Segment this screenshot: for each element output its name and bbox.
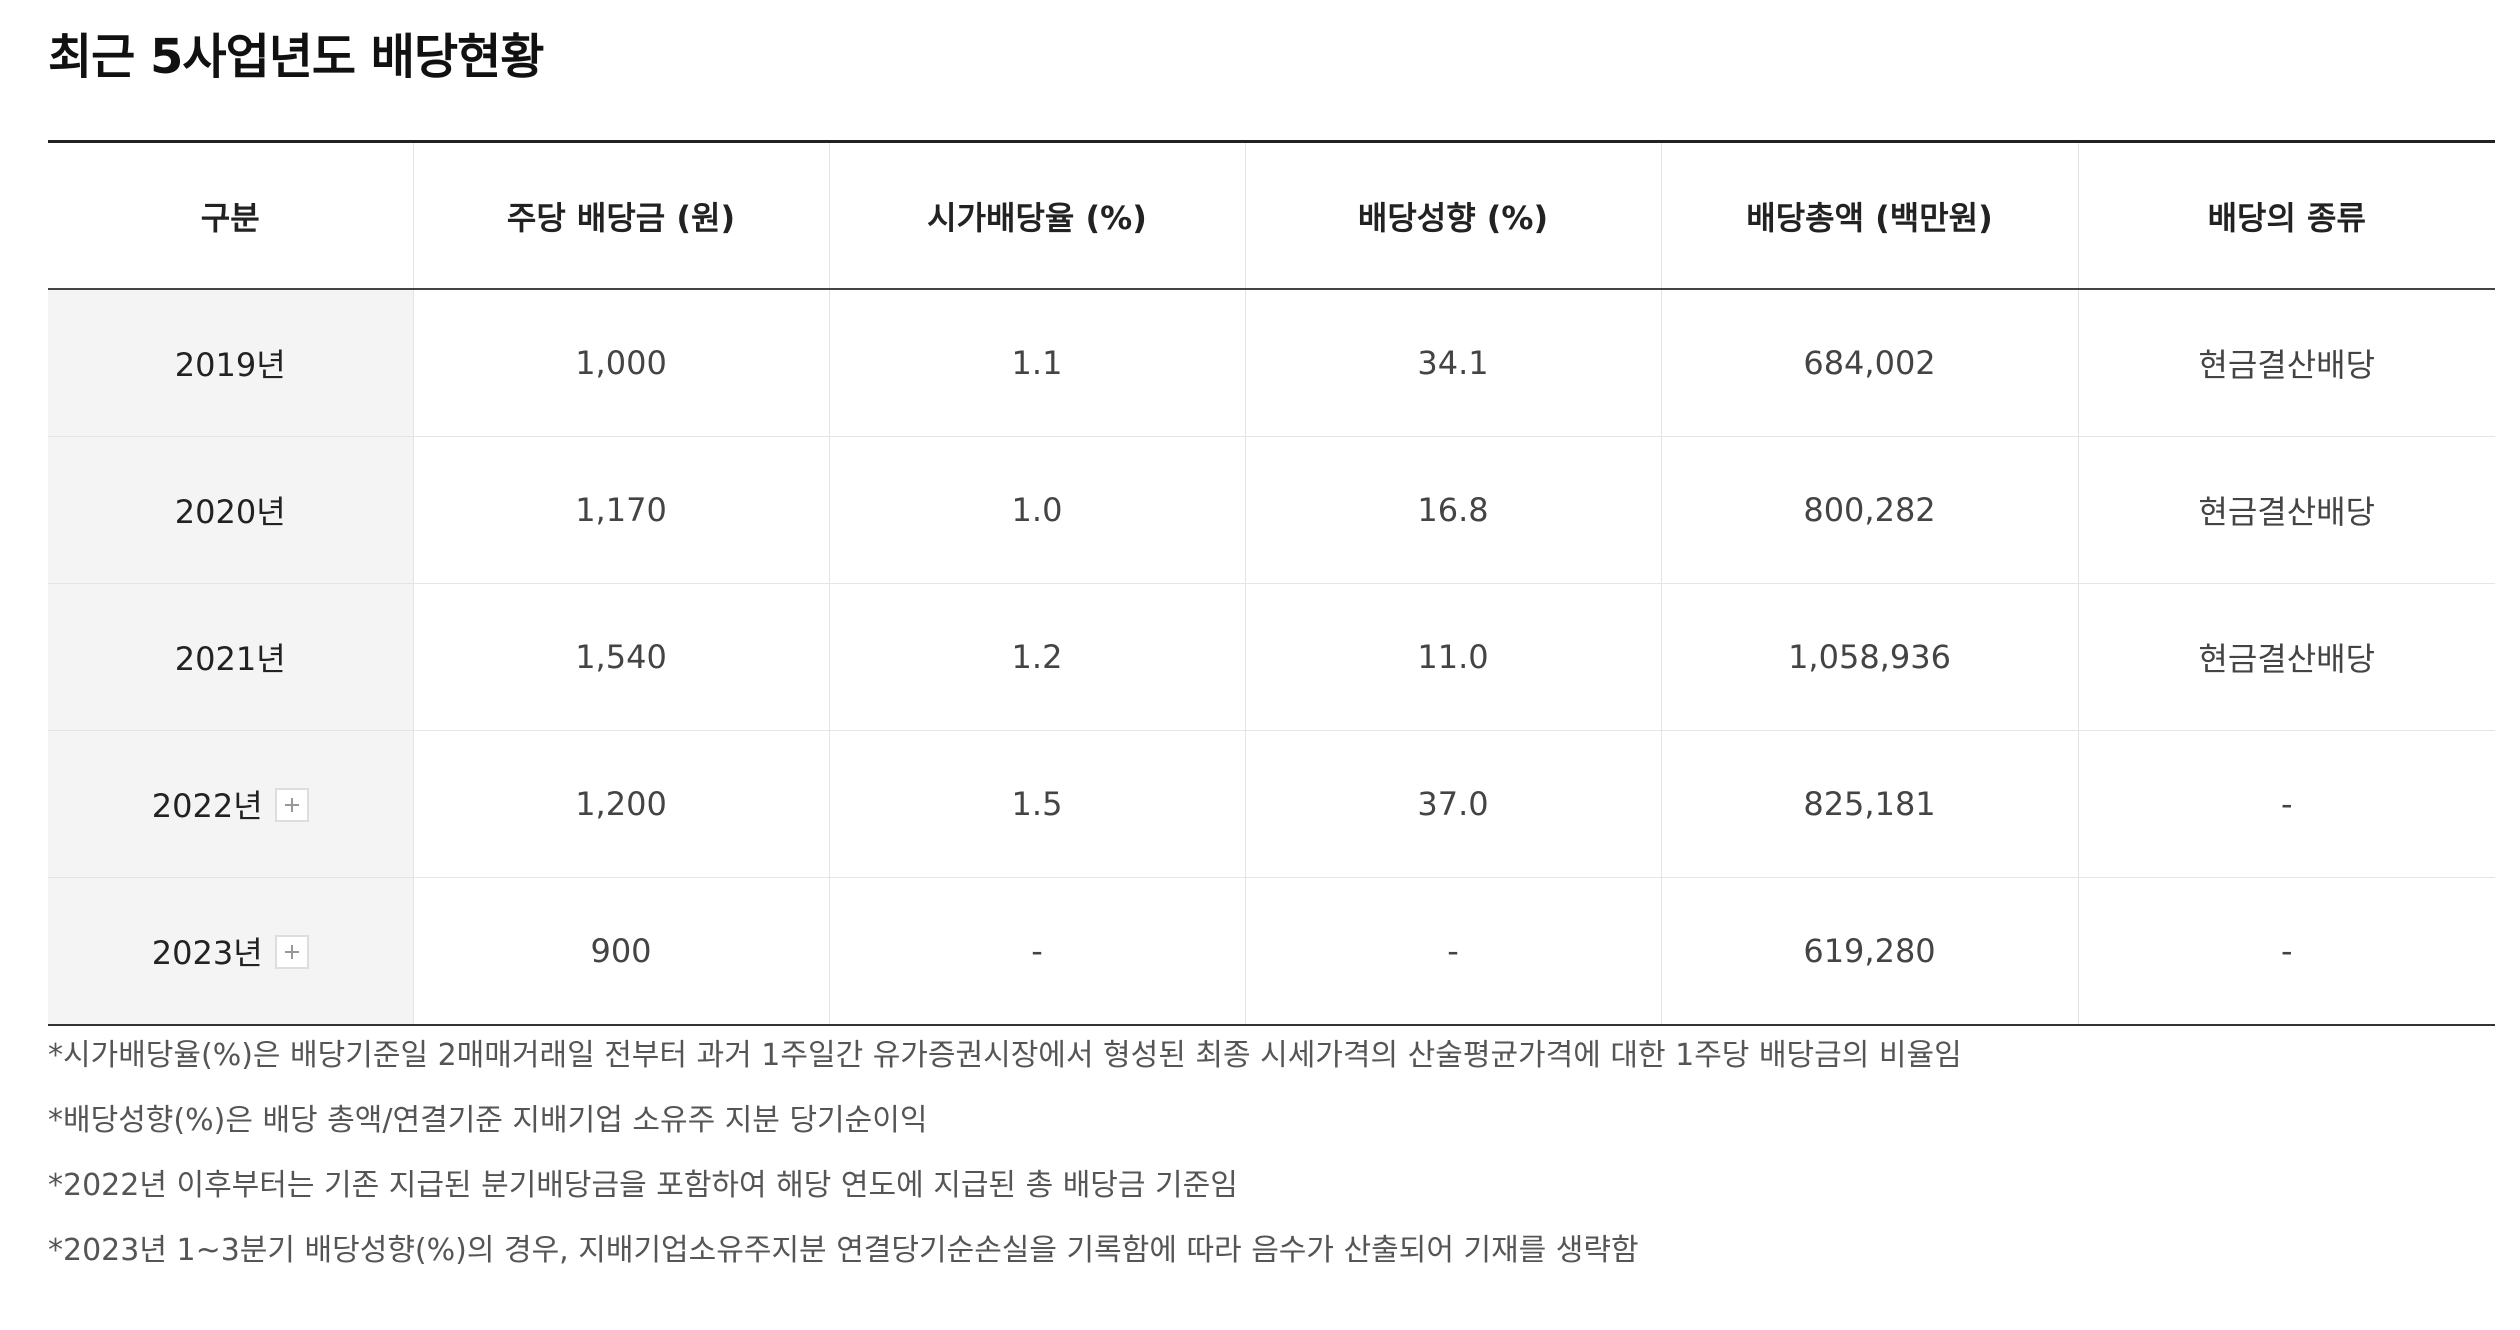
- header-dividend-type: 배당의 종류: [2077, 141, 2495, 290]
- cell-payout-ratio: 11.0: [1244, 583, 1661, 731]
- header-category: 구분: [48, 141, 413, 290]
- cell-payout-ratio: 34.1: [1244, 289, 1661, 437]
- cell-dividend-type: 현금결산배당: [2077, 436, 2495, 584]
- cell-total-dividend: 684,002: [1660, 289, 2078, 437]
- row-year-cell: 2022년: [48, 730, 413, 878]
- dividend-table: 구분 주당 배당금 (원) 시가배당율 (%) 배당성향 (%) 배당총액 (백…: [48, 140, 2495, 1026]
- cell-dividend-type: -: [2077, 730, 2495, 878]
- cell-total-dividend: 800,282: [1660, 436, 2078, 584]
- dividend-table-wrapper: 구분 주당 배당금 (원) 시가배당율 (%) 배당성향 (%) 배당총액 (백…: [48, 140, 2495, 1026]
- cell-dividend-per-share: 1,000: [412, 289, 829, 437]
- cell-total-dividend: 619,280: [1660, 877, 2078, 1025]
- row-year: 2022년: [151, 787, 263, 825]
- table-body: 2019년 1,000 1.1 34.1 684,002 현금결산배당 2020…: [48, 289, 2495, 1025]
- cell-dividend-per-share: 900: [412, 877, 829, 1025]
- row-year: 2019년: [174, 346, 286, 384]
- cell-dividend-type: 현금결산배당: [2077, 583, 2495, 731]
- table-row: 2022년 1,200 1.5 37.0 825,181 -: [48, 730, 2495, 878]
- footnote-2022-basis: *2022년 이후부터는 기존 지급된 분기배당금을 포함하여 해당 연도에 지…: [48, 1168, 1238, 1203]
- header-dividend-per-share: 주당 배당금 (원): [412, 141, 829, 290]
- header-payout-ratio: 배당성향 (%): [1244, 141, 1661, 290]
- header-total-dividend: 배당총액 (백만원): [1660, 141, 2078, 290]
- cell-dividend-yield: 1.0: [828, 436, 1245, 584]
- expand-plus-icon[interactable]: [274, 935, 309, 969]
- cell-dividend-type: -: [2077, 877, 2495, 1025]
- footnote-payout-ratio: *배당성향(%)은 배당 총액/연결기준 지배기업 소유주 지분 당기순이익: [48, 1103, 928, 1138]
- cell-dividend-type: 현금결산배당: [2077, 289, 2495, 437]
- cell-payout-ratio: 37.0: [1244, 730, 1661, 878]
- footnotes: *시가배당율(%)은 배당기준일 2매매거래일 전부터 과거 1주일간 유가증권…: [48, 1035, 2488, 1295]
- table-row: 2023년 900 - - 619,280 -: [48, 877, 2495, 1025]
- cell-dividend-yield: 1.5: [828, 730, 1245, 878]
- cell-dividend-yield: 1.2: [828, 583, 1245, 731]
- row-year: 2023년: [151, 934, 263, 972]
- cell-dividend-per-share: 1,540: [412, 583, 829, 731]
- table-row: 2019년 1,000 1.1 34.1 684,002 현금결산배당: [48, 289, 2495, 437]
- cell-total-dividend: 825,181: [1660, 730, 2078, 878]
- page-title: 최근 5사업년도 배당현황: [48, 29, 544, 85]
- cell-dividend-yield: -: [828, 877, 1245, 1025]
- table-header: 구분 주당 배당금 (원) 시가배당율 (%) 배당성향 (%) 배당총액 (백…: [48, 141, 2495, 290]
- cell-dividend-yield: 1.1: [828, 289, 1245, 437]
- row-year-cell: 2023년: [48, 877, 413, 1025]
- cell-total-dividend: 1,058,936: [1660, 583, 2078, 731]
- footnote-2023-omission: *2023년 1~3분기 배당성향(%)의 경우, 지배기업소유주지분 연결당기…: [48, 1233, 1639, 1268]
- row-year: 2021년: [174, 640, 286, 678]
- header-dividend-yield: 시가배당율 (%): [828, 141, 1245, 290]
- expand-plus-icon[interactable]: [274, 788, 309, 822]
- footnote-dividend-yield: *시가배당율(%)은 배당기준일 2매매거래일 전부터 과거 1주일간 유가증권…: [48, 1038, 1962, 1073]
- table-row: 2020년 1,170 1.0 16.8 800,282 현금결산배당: [48, 436, 2495, 584]
- cell-payout-ratio: 16.8: [1244, 436, 1661, 584]
- cell-dividend-per-share: 1,170: [412, 436, 829, 584]
- cell-dividend-per-share: 1,200: [412, 730, 829, 878]
- row-year: 2020년: [174, 493, 286, 531]
- row-year-cell: 2021년: [48, 583, 413, 731]
- row-year-cell: 2020년: [48, 436, 413, 584]
- table-row: 2021년 1,540 1.2 11.0 1,058,936 현금결산배당: [48, 583, 2495, 731]
- row-year-cell: 2019년: [48, 289, 413, 437]
- cell-payout-ratio: -: [1244, 877, 1661, 1025]
- header-row: 구분 주당 배당금 (원) 시가배당율 (%) 배당성향 (%) 배당총액 (백…: [48, 141, 2495, 290]
